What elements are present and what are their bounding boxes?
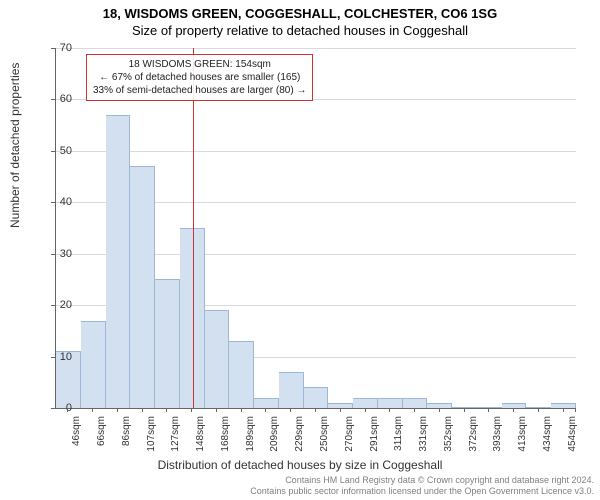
histogram-bar	[452, 407, 477, 408]
x-tick-mark	[241, 408, 242, 412]
histogram-bar	[205, 310, 230, 408]
x-tick-mark	[563, 408, 564, 412]
y-tick-mark	[51, 151, 55, 152]
x-tick-label: 86sqm	[121, 416, 132, 446]
x-tick-label: 352sqm	[443, 416, 454, 452]
x-tick-label: 168sqm	[220, 416, 231, 452]
histogram-bar	[378, 398, 403, 408]
footer-line1: Contains HM Land Registry data © Crown c…	[250, 475, 594, 486]
title-address: 18, WISDOMS GREEN, COGGESHALL, COLCHESTE…	[0, 0, 600, 21]
x-tick-label: 372sqm	[468, 416, 479, 452]
x-tick-label: 148sqm	[195, 416, 206, 452]
x-tick-mark	[191, 408, 192, 412]
x-tick-label: 107sqm	[146, 416, 157, 452]
gridline	[56, 48, 576, 49]
y-tick-mark	[51, 305, 55, 306]
x-tick-mark	[315, 408, 316, 412]
x-tick-label: 189sqm	[245, 416, 256, 452]
footer-line2: Contains public sector information licen…	[250, 486, 594, 497]
x-tick-label: 413sqm	[517, 416, 528, 452]
annotation-line: ← 67% of detached houses are smaller (16…	[93, 71, 306, 84]
x-tick-label: 229sqm	[294, 416, 305, 452]
x-tick-label: 209sqm	[269, 416, 280, 452]
histogram-chart: 18 WISDOMS GREEN: 154sqm← 67% of detache…	[55, 48, 576, 409]
x-tick-mark	[216, 408, 217, 412]
y-tick-mark	[51, 357, 55, 358]
histogram-bar	[328, 403, 353, 408]
reference-line	[193, 48, 194, 408]
x-tick-label: 393sqm	[492, 416, 503, 452]
x-tick-label: 270sqm	[344, 416, 355, 452]
x-tick-mark	[365, 408, 366, 412]
x-tick-mark	[290, 408, 291, 412]
x-tick-mark	[142, 408, 143, 412]
x-tick-mark	[340, 408, 341, 412]
x-tick-label: 127sqm	[170, 416, 181, 452]
x-tick-label: 311sqm	[393, 416, 404, 451]
y-tick-mark	[51, 254, 55, 255]
x-tick-mark	[488, 408, 489, 412]
x-tick-label: 434sqm	[542, 416, 553, 452]
histogram-bar	[155, 279, 180, 408]
x-tick-mark	[538, 408, 539, 412]
histogram-bar	[106, 115, 131, 408]
x-tick-mark	[389, 408, 390, 412]
title-subtitle: Size of property relative to detached ho…	[0, 21, 600, 38]
x-tick-mark	[265, 408, 266, 412]
annotation-line: 18 WISDOMS GREEN: 154sqm	[93, 58, 306, 71]
histogram-bar	[526, 407, 551, 408]
x-tick-mark	[464, 408, 465, 412]
histogram-bar	[229, 341, 254, 408]
histogram-bar	[403, 398, 428, 408]
y-tick-mark	[51, 408, 55, 409]
x-tick-label: 454sqm	[567, 416, 578, 452]
x-tick-mark	[414, 408, 415, 412]
histogram-bar	[130, 166, 155, 408]
gridline	[56, 151, 576, 152]
x-tick-label: 250sqm	[319, 416, 330, 452]
x-tick-mark	[166, 408, 167, 412]
histogram-bar	[304, 387, 329, 408]
x-tick-mark	[117, 408, 118, 412]
histogram-bar	[81, 321, 106, 408]
histogram-bar	[353, 398, 378, 408]
x-tick-mark	[67, 408, 68, 412]
x-tick-label: 66sqm	[96, 416, 107, 446]
x-tick-mark	[92, 408, 93, 412]
y-axis-label: Number of detached properties	[8, 63, 22, 228]
histogram-bar	[180, 228, 205, 408]
y-tick-mark	[51, 99, 55, 100]
histogram-bar	[254, 398, 279, 408]
x-tick-mark	[439, 408, 440, 412]
x-tick-label: 46sqm	[71, 416, 82, 446]
x-tick-label: 331sqm	[418, 416, 429, 452]
x-tick-label: 291sqm	[369, 416, 380, 452]
annotation-box: 18 WISDOMS GREEN: 154sqm← 67% of detache…	[86, 54, 313, 101]
x-axis-label: Distribution of detached houses by size …	[0, 458, 600, 472]
footer-attribution: Contains HM Land Registry data © Crown c…	[250, 475, 594, 497]
y-tick-mark	[51, 202, 55, 203]
x-tick-mark	[513, 408, 514, 412]
annotation-line: 33% of semi-detached houses are larger (…	[93, 84, 306, 97]
histogram-bar	[551, 403, 576, 408]
x-tick-mark	[575, 408, 576, 412]
y-tick-mark	[51, 48, 55, 49]
histogram-bar	[427, 403, 452, 408]
histogram-bar	[279, 372, 304, 408]
